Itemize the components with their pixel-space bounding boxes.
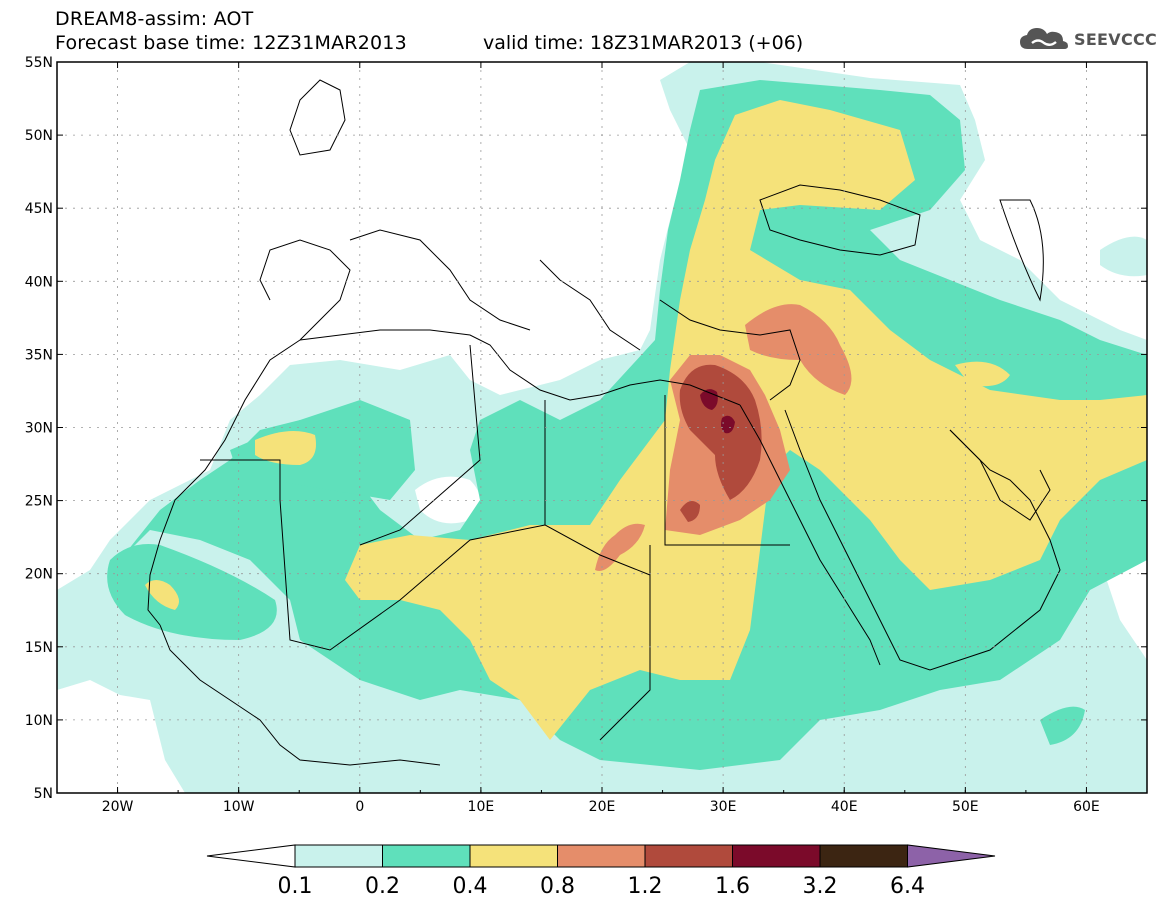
logo-text: SEEVCCC: [1074, 29, 1158, 49]
lon-label-30E: 30E: [710, 799, 737, 815]
colorbar-label: 6.4: [890, 874, 925, 899]
coastline-red-sea: [739, 404, 881, 666]
aot-contour-0.4-nw: [255, 431, 316, 465]
colorbar-high-triangle: [907, 844, 996, 868]
colorbar-label: 0.1: [278, 874, 313, 899]
lon-label-20W: 20W: [102, 799, 134, 815]
lon-label-50E: 50E: [952, 799, 979, 815]
coastlines: [147, 79, 1061, 766]
border-egypt: [664, 395, 790, 546]
colorbar-label: 1.6: [715, 874, 750, 899]
colorbar-label: 0.4: [453, 874, 488, 899]
lon-label-10W: 10W: [223, 799, 255, 815]
border-western-sahara: [200, 459, 281, 500]
border-caspian: [999, 199, 1044, 302]
lat-label-50N: 50N: [25, 128, 53, 144]
lat-label-15N: 15N: [25, 640, 53, 656]
lat-label-10N: 10N: [25, 713, 53, 729]
colorbar-swatch: [557, 844, 646, 868]
colorbar-label: 1.2: [628, 874, 663, 899]
latitude-labels: 5N 10N 15N 20N 25N 30N 35N 40N 45N 50N 55N: [25, 55, 1147, 802]
colorbar-low-triangle: [206, 844, 296, 868]
border-sudan-chad: [599, 545, 651, 741]
cloud-icon: [1020, 28, 1068, 49]
lon-label-0: 0: [355, 799, 364, 815]
colorbar-label: 0.8: [540, 874, 575, 899]
aot-contour-1.2: [679, 364, 762, 500]
coastline-black-sea: [759, 184, 921, 256]
border-mali-niger: [279, 499, 546, 651]
lon-label-20E: 20E: [589, 799, 616, 815]
lon-label-60E: 60E: [1073, 799, 1100, 815]
aot-contour-0.8-sahara: [595, 523, 645, 571]
lat-label-30N: 30N: [25, 421, 53, 437]
lon-label-10E: 10E: [468, 799, 495, 815]
aot-contour-0.4-ne: [955, 361, 1010, 387]
map-title: DREAM8-assim: AOT: [55, 8, 254, 30]
lon-label-40E: 40E: [831, 799, 858, 815]
lat-label-35N: 35N: [25, 347, 53, 363]
border-libya: [544, 400, 651, 576]
colorbar-swatch: [294, 844, 383, 868]
colorbar-swatch: [644, 844, 733, 868]
colorbar: 0.1 0.2 0.4 0.8 1.2 1.6 3.2 6.4: [206, 844, 996, 899]
aot-contour-0.1-hole: [415, 476, 480, 524]
longitude-labels: 20W 10W 0 10E 20E 30E 40E 50E 60E: [56, 62, 1148, 815]
aot-contour-1.6-b: [721, 415, 735, 434]
seevccc-logo: SEEVCCC: [1018, 24, 1157, 54]
valid-time: valid time: 18Z31MAR2013 (+06): [483, 32, 804, 54]
aot-contour-0.2-nw: [230, 400, 415, 500]
gridlines: [57, 62, 1147, 793]
aot-contour-1.2-south: [680, 501, 700, 522]
lat-label-55N: 55N: [25, 55, 53, 71]
colorbar-label: 3.2: [803, 874, 838, 899]
aot-contour-0.4-w: [145, 580, 179, 610]
aot-contour-0.1-east: [1100, 236, 1147, 277]
lat-label-25N: 25N: [25, 494, 53, 510]
lat-label-5N: 5N: [34, 786, 53, 802]
coastline-mediterranean-east: [659, 299, 801, 401]
lat-label-20N: 20N: [25, 567, 53, 583]
colorbar-swatch: [469, 844, 558, 868]
colorbar-label: 0.2: [365, 874, 400, 899]
colorbar-swatch: [819, 844, 908, 868]
coastline-arabia: [784, 409, 1061, 671]
coastline-europe: [259, 229, 641, 351]
colorbar-swatch: [382, 844, 471, 868]
coastline-persian-gulf: [949, 429, 1051, 521]
coastline-north-africa: [299, 329, 741, 406]
aot-contour-0.2-west: [107, 544, 277, 640]
aot-contour-0.8-levant: [745, 304, 852, 395]
aot-contour-0.2-se: [1040, 706, 1085, 745]
colorbar-swatch: [732, 844, 821, 868]
border-algeria: [359, 344, 481, 546]
lat-label-45N: 45N: [25, 201, 53, 217]
forecast-base-time: Forecast base time: 12Z31MAR2013: [55, 32, 407, 54]
coastline-africa-west: [159, 624, 441, 766]
lat-label-40N: 40N: [25, 274, 53, 290]
coastline-africa-nw: [147, 339, 301, 626]
